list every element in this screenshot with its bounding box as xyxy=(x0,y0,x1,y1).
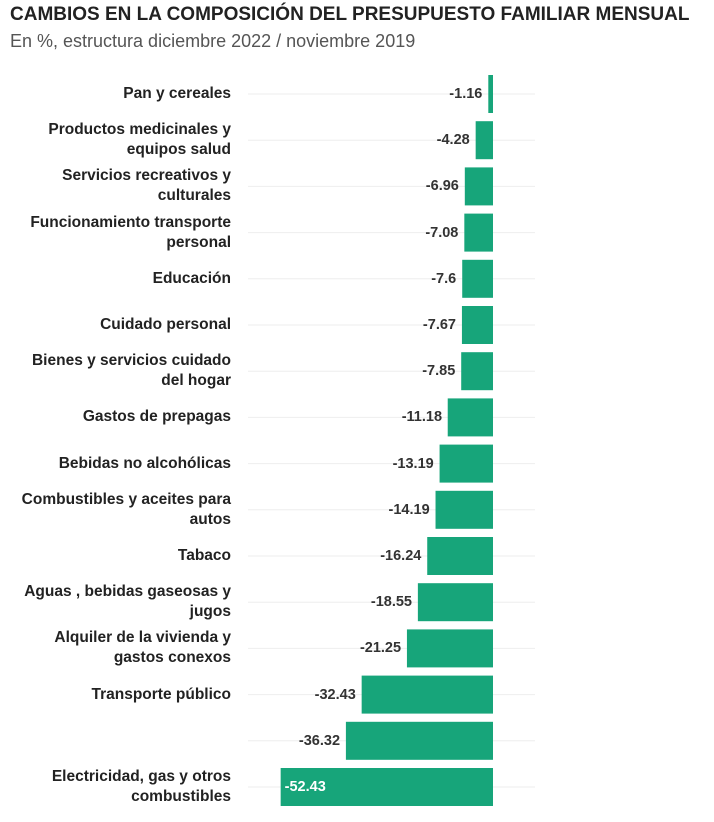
bar xyxy=(280,768,493,806)
y-tick-label: Gastos de prepagas xyxy=(82,408,231,426)
value-label: -32.43 xyxy=(314,686,356,703)
value-label: -7.6 xyxy=(431,270,457,287)
y-tick-label: Servicios recreativos y culturales xyxy=(62,167,231,205)
y-tick-label: Bebidas no alcohólicas xyxy=(58,454,231,472)
value-label: -6.96 xyxy=(425,178,459,195)
value-label: -36.32 xyxy=(298,732,341,749)
bar xyxy=(361,675,493,714)
y-tick-label: Alquiler de la vivienda y gastos conexos xyxy=(54,629,231,667)
bar xyxy=(488,75,493,113)
y-tick-label: Pan y cereales xyxy=(123,85,231,102)
y-tick-label: Funcionamiento transporte personal xyxy=(30,213,231,251)
bar xyxy=(461,352,493,391)
value-label: -4.28 xyxy=(436,132,470,149)
value-label: -1.16 xyxy=(449,86,483,102)
value-label: -52.43 xyxy=(284,779,326,795)
value-label: -16.24 xyxy=(380,548,422,564)
value-label: -18.55 xyxy=(370,594,412,611)
y-tick-label: Electricidad, gas y otros combustibles xyxy=(51,768,231,805)
bar xyxy=(464,167,493,206)
bar xyxy=(406,629,493,668)
bar xyxy=(417,583,493,622)
value-label: -11.18 xyxy=(401,409,443,426)
value-label: -21.25 xyxy=(359,640,402,657)
bar xyxy=(461,306,493,344)
y-tick-label: Bienes y servicios cuidado del hogar xyxy=(31,352,231,390)
y-tick-label: Transporte público xyxy=(91,685,231,703)
y-tick-label: Productos medicinales y equipos salud xyxy=(48,121,231,159)
bar xyxy=(435,490,493,529)
bar xyxy=(345,721,493,760)
bar xyxy=(475,121,493,160)
y-tick-label: Combustibles y aceites para autos xyxy=(21,490,231,528)
bar xyxy=(447,398,493,437)
chart-subtitle: En %, estructura diciembre 2022 / noviem… xyxy=(10,31,416,51)
bar xyxy=(427,537,493,575)
y-tick-label: Cuidado personal xyxy=(100,316,231,333)
y-tick-label: Tabaco xyxy=(177,547,231,564)
bar xyxy=(462,259,493,298)
y-tick-label: Educación xyxy=(152,269,231,287)
chart-title: CAMBIOS EN LA COMPOSICIÓN DEL PRESUPUEST… xyxy=(10,4,690,25)
y-tick-label: Aguas , bebidas gaseosas y jugos xyxy=(24,583,231,621)
value-label: -7.85 xyxy=(422,363,456,380)
value-label: -13.19 xyxy=(392,455,434,472)
bar xyxy=(439,444,493,483)
value-label: -7.08 xyxy=(425,224,459,241)
value-label: -7.67 xyxy=(422,317,456,333)
value-label: -14.19 xyxy=(388,501,430,518)
bar xyxy=(464,213,493,252)
